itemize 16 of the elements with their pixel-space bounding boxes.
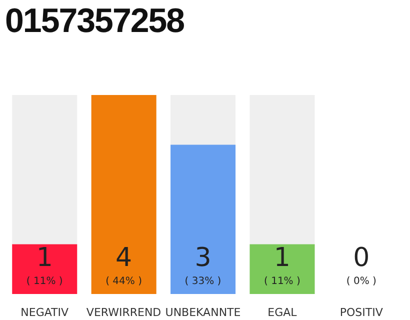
- x-tick-label: EGAL: [268, 306, 298, 319]
- annotation: ( 0% ): [346, 276, 377, 287]
- x-tick-label: POSITIV: [340, 306, 384, 319]
- annotation: ( 33% ): [184, 276, 222, 287]
- data-label: 3: [194, 243, 212, 273]
- data-label: 1: [274, 243, 290, 273]
- data-label: 1: [36, 243, 53, 273]
- data-label: 4: [116, 243, 132, 273]
- annotation: ( 11% ): [26, 276, 63, 287]
- x-tick-label: VERWIRREND: [86, 306, 162, 319]
- chart-title: 0157357258: [5, 2, 184, 41]
- annotation: ( 44% ): [106, 276, 142, 287]
- x-tick-label: NEGATIV: [20, 306, 69, 319]
- data-label: 0: [353, 243, 370, 273]
- x-tick-label: UNBEKANNTE: [165, 306, 241, 319]
- annotation: ( 11% ): [264, 276, 300, 287]
